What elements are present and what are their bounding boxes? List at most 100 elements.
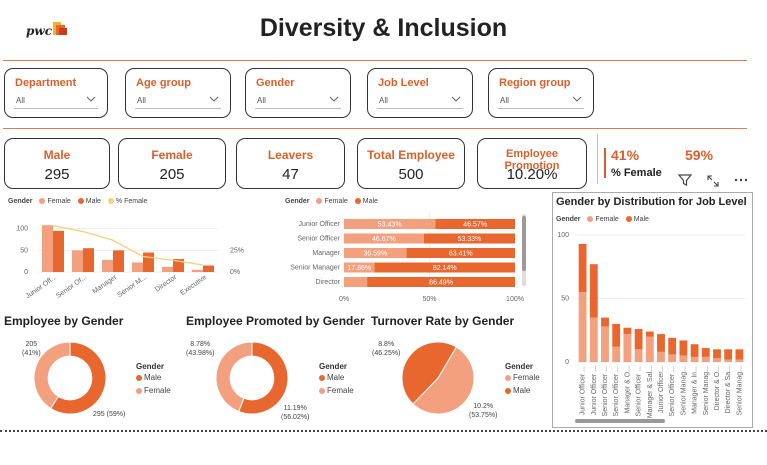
y-tick-label: Director <box>315 279 340 286</box>
female-data-label: 53.43% <box>378 222 402 229</box>
male-percent: 59% <box>685 147 714 163</box>
female-bar <box>701 356 710 362</box>
age-group-filter[interactable]: Age group All <box>125 68 231 118</box>
region-group-filter[interactable]: Region group All <box>488 68 594 118</box>
label-value: 11.19% <box>283 405 307 412</box>
job-level-stacked-column-chart: 0 50 100 Junior Officer ... Junior Officer .… <box>557 232 745 423</box>
female-bar <box>713 358 721 362</box>
filter-value: All <box>16 96 25 105</box>
male-bar <box>601 317 609 327</box>
x-tick-label: Senior Officer ... <box>602 366 609 417</box>
male-bar <box>83 248 94 272</box>
kpi-label: Employee Promotion <box>504 148 560 172</box>
female-bar <box>657 351 665 362</box>
x-tick-label: 100% <box>506 296 524 303</box>
female-data-label: 46.67% <box>372 236 396 243</box>
x-tick-label: Director & Sa... <box>725 366 732 414</box>
female-bar <box>735 359 744 362</box>
job-level-select[interactable]: All <box>377 93 463 109</box>
kpi-value: 205 <box>159 166 185 183</box>
horizontal-scrollbar-thumb <box>575 419 665 423</box>
level-gender-share-bar-chart: Junior Officer 53.43% 46.57% Senior Officer… <box>290 212 526 303</box>
male-slice-label: 295 (59%) <box>93 411 126 418</box>
kpi-total-employee: Total Employee 500 <box>357 138 465 189</box>
legend-pct-female-swatch <box>107 198 114 204</box>
x-tick-label: Junior Officer ... <box>591 366 598 415</box>
legend-item: Male <box>85 198 101 205</box>
y2-tick-label: 0% <box>230 269 240 276</box>
male-bar <box>735 349 744 360</box>
gender-select[interactable]: All <box>255 93 341 109</box>
male-bar <box>634 328 643 350</box>
label-share: (41%) <box>22 350 41 357</box>
filter-value: All <box>379 96 388 105</box>
female-bar <box>344 219 436 229</box>
split-accent-bar <box>604 148 606 178</box>
gender-filter[interactable]: Gender All <box>245 68 351 118</box>
legend-female-swatch <box>39 198 46 204</box>
x-tick-label: Manager & Sal... <box>647 366 654 418</box>
turnover-rate-title: Turnover Rate by Gender <box>371 314 515 328</box>
more-options-icon[interactable] <box>733 176 749 184</box>
female-percent-label: % Female <box>611 167 662 179</box>
job-level-filter[interactable]: Job Level All <box>367 68 473 118</box>
x-tick-label: Manager <box>91 274 118 296</box>
legend-item: Female <box>327 386 354 395</box>
y-tick-label: 100 <box>557 232 569 239</box>
turnover-rate-pie <box>401 341 475 415</box>
female-bar <box>690 356 699 362</box>
male-bar <box>578 243 587 293</box>
female-bar <box>344 233 424 244</box>
legend-female-swatch <box>136 388 142 394</box>
filter-icon[interactable] <box>677 172 693 188</box>
male-data-label: 46.57% <box>463 222 487 229</box>
female-data-label: 36.59% <box>363 251 387 258</box>
y-tick-label: 50 <box>20 247 28 254</box>
legend-title: Gender <box>8 198 33 205</box>
x-tick-label: Junior Off... <box>25 274 59 300</box>
age-group-select[interactable]: All <box>135 93 221 109</box>
employee-by-gender-donut <box>33 341 107 415</box>
region-group-select[interactable]: All <box>498 93 584 109</box>
female-bar <box>578 292 587 362</box>
male-slice-label: 8.8% (46.25%) <box>372 340 400 358</box>
female-bar <box>344 262 375 273</box>
female-slice-label: 205 (41%) <box>22 340 41 358</box>
filter-divider <box>3 128 747 129</box>
filter-label: Age group <box>136 77 191 89</box>
page-title: Diversity & Inclusion <box>259 14 508 42</box>
legend-male-swatch <box>505 388 511 394</box>
male-bar <box>701 348 710 357</box>
department-select[interactable]: All <box>14 93 98 109</box>
department-filter[interactable]: Department All <box>4 68 108 118</box>
male-data-label: 82.14% <box>433 265 457 272</box>
logo-text: pwc <box>26 24 53 38</box>
female-slice-label: 8.78% (43.98%) <box>186 340 214 358</box>
female-bar <box>192 269 203 272</box>
legend-item: Male <box>362 198 378 205</box>
label-value: 205 <box>25 341 38 348</box>
legend-female-swatch <box>316 198 323 204</box>
filter-value: All <box>257 96 266 105</box>
legend-item-male: Male <box>136 373 161 382</box>
label-share: (43.98%) <box>186 350 215 357</box>
employee-promoted-donut <box>215 341 289 415</box>
x-tick-label: Senior Manag... <box>736 366 743 415</box>
legend-item: % Female <box>115 198 148 205</box>
legend-title: Gender <box>136 362 165 371</box>
male-bar <box>367 277 515 287</box>
focus-mode-icon[interactable] <box>706 174 720 188</box>
legend-item: Male <box>633 216 649 223</box>
legend-item: Female <box>324 198 348 205</box>
male-bar <box>203 265 214 272</box>
male-bar <box>173 259 184 272</box>
y-tick-label: Junior Officer <box>299 221 341 228</box>
kpi-value: 500 <box>398 166 424 183</box>
label-value: 8.8% <box>378 341 395 348</box>
job-level-distribution-panel[interactable]: Gender by Distribution for Job Level Gen… <box>552 192 753 428</box>
x-tick-label: Manager & O... <box>624 366 631 414</box>
chevron-down-icon <box>572 96 582 102</box>
female-bar <box>724 359 733 362</box>
page-bottom-divider <box>0 430 767 432</box>
legend-item-male: Male <box>505 386 530 395</box>
